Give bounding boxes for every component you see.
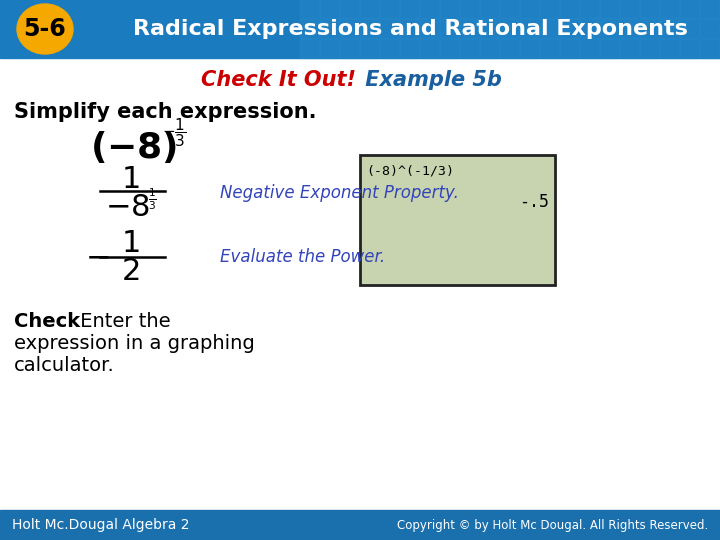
Text: (-8)^(-1/3): (-8)^(-1/3) xyxy=(366,165,454,178)
Bar xyxy=(360,0,379,18)
Text: Negative Exponent Property.: Negative Exponent Property. xyxy=(220,184,459,202)
Bar xyxy=(400,19,419,38)
Bar xyxy=(600,39,619,58)
Bar xyxy=(360,155,555,285)
Bar xyxy=(300,39,319,58)
Text: calculator.: calculator. xyxy=(14,356,114,375)
Bar xyxy=(660,39,679,58)
Text: $1$: $1$ xyxy=(121,165,139,193)
Bar xyxy=(520,19,539,38)
Bar xyxy=(660,0,679,18)
Bar xyxy=(540,39,559,58)
Text: Copyright © by Holt Mc Dougal. All Rights Reserved.: Copyright © by Holt Mc Dougal. All Right… xyxy=(397,518,708,531)
Bar xyxy=(700,19,719,38)
Bar xyxy=(500,39,519,58)
Bar xyxy=(520,0,539,18)
Bar xyxy=(400,39,419,58)
Bar xyxy=(600,19,619,38)
Bar xyxy=(380,0,399,18)
Text: $2$: $2$ xyxy=(121,258,139,287)
Bar xyxy=(340,39,359,58)
Bar xyxy=(420,39,439,58)
Bar xyxy=(580,19,599,38)
Bar xyxy=(300,0,319,18)
Bar xyxy=(520,39,539,58)
Bar xyxy=(680,39,699,58)
Text: Radical Expressions and Rational Exponents: Radical Expressions and Rational Exponen… xyxy=(132,19,688,39)
Text: $-8$: $-8$ xyxy=(105,192,150,221)
Bar xyxy=(620,0,639,18)
Bar xyxy=(560,0,579,18)
Bar xyxy=(480,19,499,38)
Bar xyxy=(680,0,699,18)
Bar xyxy=(700,39,719,58)
Bar xyxy=(640,39,659,58)
Bar xyxy=(620,19,639,38)
Bar xyxy=(360,19,379,38)
Bar xyxy=(440,39,459,58)
Bar xyxy=(340,0,359,18)
Bar xyxy=(540,19,559,38)
Text: Holt Mc.Dougal Algebra 2: Holt Mc.Dougal Algebra 2 xyxy=(12,518,189,532)
Bar xyxy=(460,39,479,58)
Text: Check: Check xyxy=(14,312,80,331)
Text: -.5: -.5 xyxy=(519,193,549,211)
Text: Example 5b: Example 5b xyxy=(358,70,502,90)
Bar xyxy=(400,0,419,18)
Bar xyxy=(440,19,459,38)
Text: $\mathbf{(-8)}$: $\mathbf{(-8)}$ xyxy=(90,129,177,165)
Bar xyxy=(300,19,319,38)
Bar xyxy=(440,0,459,18)
Text: Check It Out!: Check It Out! xyxy=(201,70,356,90)
Bar xyxy=(660,19,679,38)
Bar xyxy=(480,0,499,18)
Bar xyxy=(680,19,699,38)
Text: expression in a graphing: expression in a graphing xyxy=(14,334,255,353)
Bar xyxy=(500,19,519,38)
Text: $1$: $1$ xyxy=(121,230,139,259)
Bar xyxy=(320,39,339,58)
Bar xyxy=(460,19,479,38)
Bar xyxy=(360,39,379,58)
Bar xyxy=(0,0,720,58)
Bar xyxy=(600,0,619,18)
Bar xyxy=(320,19,339,38)
Text: Simplify each expression.: Simplify each expression. xyxy=(14,102,317,122)
Text: Evaluate the Power.: Evaluate the Power. xyxy=(220,248,385,266)
Bar xyxy=(620,39,639,58)
Ellipse shape xyxy=(17,4,73,54)
Bar xyxy=(560,39,579,58)
Bar xyxy=(560,19,579,38)
Bar xyxy=(320,0,339,18)
Bar xyxy=(380,19,399,38)
Text: $\frac{1}{3}$: $\frac{1}{3}$ xyxy=(148,186,157,212)
Bar xyxy=(420,0,439,18)
Bar xyxy=(580,39,599,58)
Bar xyxy=(500,0,519,18)
Bar xyxy=(700,0,719,18)
Text: 5-6: 5-6 xyxy=(24,17,66,41)
Text: $-$: $-$ xyxy=(85,242,109,272)
Bar xyxy=(420,19,439,38)
Bar xyxy=(540,0,559,18)
Bar xyxy=(380,39,399,58)
Bar xyxy=(340,19,359,38)
Text: Enter the: Enter the xyxy=(74,312,171,331)
Bar xyxy=(0,510,720,540)
Bar xyxy=(580,0,599,18)
Bar xyxy=(640,19,659,38)
Bar xyxy=(640,0,659,18)
Text: $-\dfrac{1}{3}$: $-\dfrac{1}{3}$ xyxy=(162,117,186,150)
Bar xyxy=(460,0,479,18)
Bar xyxy=(480,39,499,58)
